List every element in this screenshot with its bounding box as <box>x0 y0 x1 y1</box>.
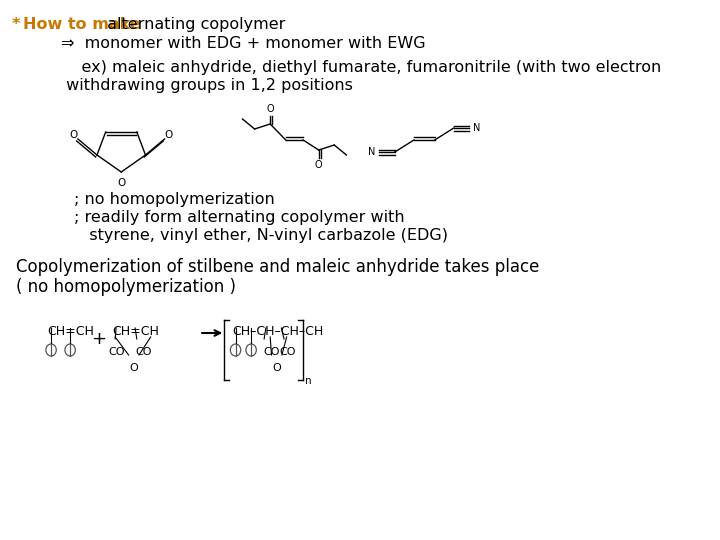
Text: N: N <box>473 123 480 133</box>
Text: withdrawing groups in 1,2 positions: withdrawing groups in 1,2 positions <box>60 78 353 93</box>
Text: CH–CH–CH–CH: CH–CH–CH–CH <box>232 325 323 338</box>
Text: O: O <box>315 160 323 170</box>
Text: ex) maleic anhydride, diethyl fumarate, fumaronitrile (with two electron: ex) maleic anhydride, diethyl fumarate, … <box>60 60 661 75</box>
Text: ; readily form alternating copolymer with: ; readily form alternating copolymer wit… <box>73 210 404 225</box>
Text: O: O <box>266 104 274 114</box>
Text: O: O <box>130 363 138 373</box>
Text: O: O <box>165 130 173 140</box>
Text: O: O <box>70 130 78 140</box>
Text: CH=CH: CH=CH <box>48 325 94 338</box>
Text: O: O <box>272 363 281 373</box>
Text: CH=CH: CH=CH <box>112 325 159 338</box>
Text: ( no homopolymerization ): ( no homopolymerization ) <box>16 278 235 296</box>
Text: Copolymerization of stilbene and maleic anhydride takes place: Copolymerization of stilbene and maleic … <box>16 258 539 276</box>
Text: +: + <box>91 330 106 348</box>
Text: N: N <box>369 147 376 157</box>
Text: CO: CO <box>279 347 296 357</box>
Text: ⇒  monomer with EDG + monomer with EWG: ⇒ monomer with EDG + monomer with EWG <box>60 36 426 51</box>
Text: *: * <box>12 17 26 32</box>
Text: O: O <box>117 178 125 188</box>
Text: How to make: How to make <box>22 17 140 32</box>
Text: CO: CO <box>108 347 125 357</box>
Text: ; no homopolymerization: ; no homopolymerization <box>73 192 274 207</box>
Text: CO: CO <box>264 347 280 357</box>
Text: alternating copolymer: alternating copolymer <box>102 17 286 32</box>
Text: styrene, vinyl ether, N-vinyl carbazole (EDG): styrene, vinyl ether, N-vinyl carbazole … <box>73 228 448 243</box>
Text: CO: CO <box>135 347 152 357</box>
Text: n: n <box>305 376 312 386</box>
